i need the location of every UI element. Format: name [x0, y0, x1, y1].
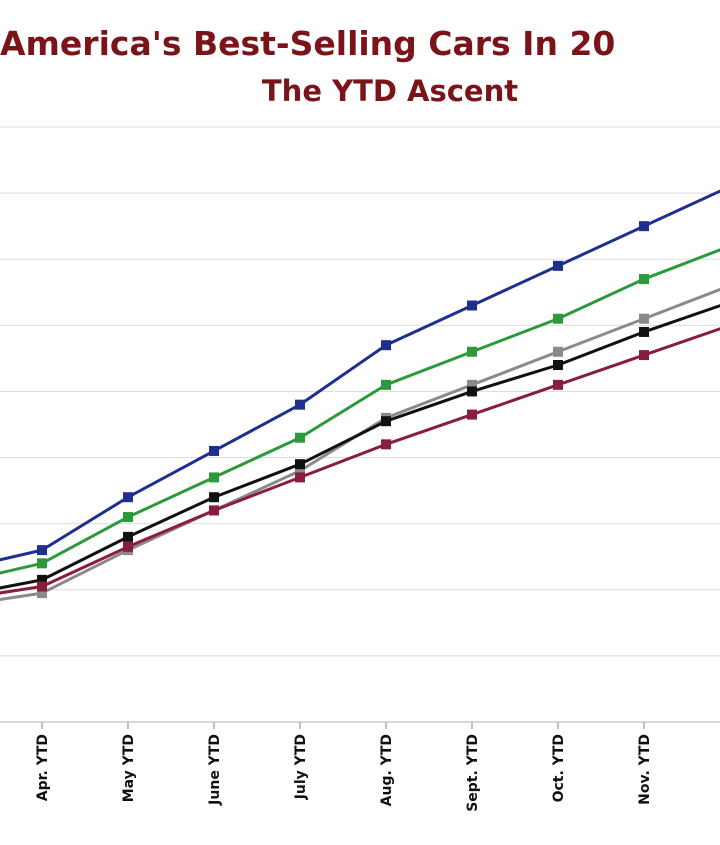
- series-2-point: [123, 512, 133, 523]
- series-4-point: [123, 531, 133, 542]
- series-line-2: [0, 248, 720, 575]
- series-4-point: [553, 360, 563, 370]
- series-3-point: [467, 379, 477, 390]
- series-line-3: [0, 287, 720, 602]
- series-1-point: [123, 492, 133, 503]
- series-4-point: [467, 386, 477, 397]
- series-3-point: [553, 346, 563, 357]
- series-2-point: [553, 313, 563, 324]
- series-4-point: [37, 574, 47, 585]
- series-4-point: [295, 459, 305, 470]
- series-1-point: [639, 221, 649, 232]
- series-2-point: [209, 472, 219, 483]
- series-5-point: [123, 541, 133, 552]
- series-1-point: [381, 340, 391, 351]
- chart-subtitle: The YTD Ascent: [262, 74, 518, 108]
- series-2-point: [381, 379, 391, 390]
- x-tick-label: Apr. YTD: [35, 734, 51, 801]
- series-5-point: [467, 409, 477, 420]
- series-4-point: [381, 416, 391, 427]
- series-2-point: [639, 274, 649, 285]
- series-2-point: [467, 346, 477, 357]
- series-1-point: [467, 300, 477, 311]
- series-1-point: [553, 260, 563, 271]
- x-tick-label: Sept. YTD: [465, 734, 481, 812]
- series-3-point: [295, 465, 305, 476]
- series-5-point: [295, 472, 305, 483]
- gridlines: [0, 126, 720, 723]
- chart-title: America's Best-Selling Cars In 20: [0, 24, 615, 63]
- series-5-point: [553, 379, 563, 390]
- series-lines: [0, 189, 720, 602]
- x-tick-label: May YTD: [121, 734, 137, 802]
- series-1-point: [37, 545, 47, 556]
- series-5-point: [37, 581, 47, 592]
- series-4-point: [639, 326, 649, 337]
- series-2-point: [37, 558, 47, 569]
- series-line-5: [0, 327, 720, 595]
- series-4-point: [209, 492, 219, 503]
- series-1-point: [295, 399, 305, 410]
- series-3-point: [639, 313, 649, 324]
- x-tick-label: Nov. YTD: [637, 734, 653, 805]
- series-3-point: [37, 588, 47, 599]
- series-1-point: [209, 445, 219, 456]
- x-axis-ticks: Apr. YTD May YTD June YTD July YTD Aug. YTD S…: [35, 722, 653, 812]
- series-2-point: [295, 432, 305, 443]
- x-tick-label: Oct. YTD: [551, 734, 567, 802]
- x-tick-label: Aug. YTD: [379, 734, 395, 806]
- x-tick-label: June YTD: [207, 734, 223, 806]
- series-5-point: [209, 505, 219, 516]
- series-5-point: [639, 350, 649, 361]
- series-line-4: [0, 304, 720, 590]
- series-5-point: [381, 439, 391, 450]
- x-tick-label: July YTD: [293, 734, 309, 800]
- series-line-1: [0, 189, 720, 562]
